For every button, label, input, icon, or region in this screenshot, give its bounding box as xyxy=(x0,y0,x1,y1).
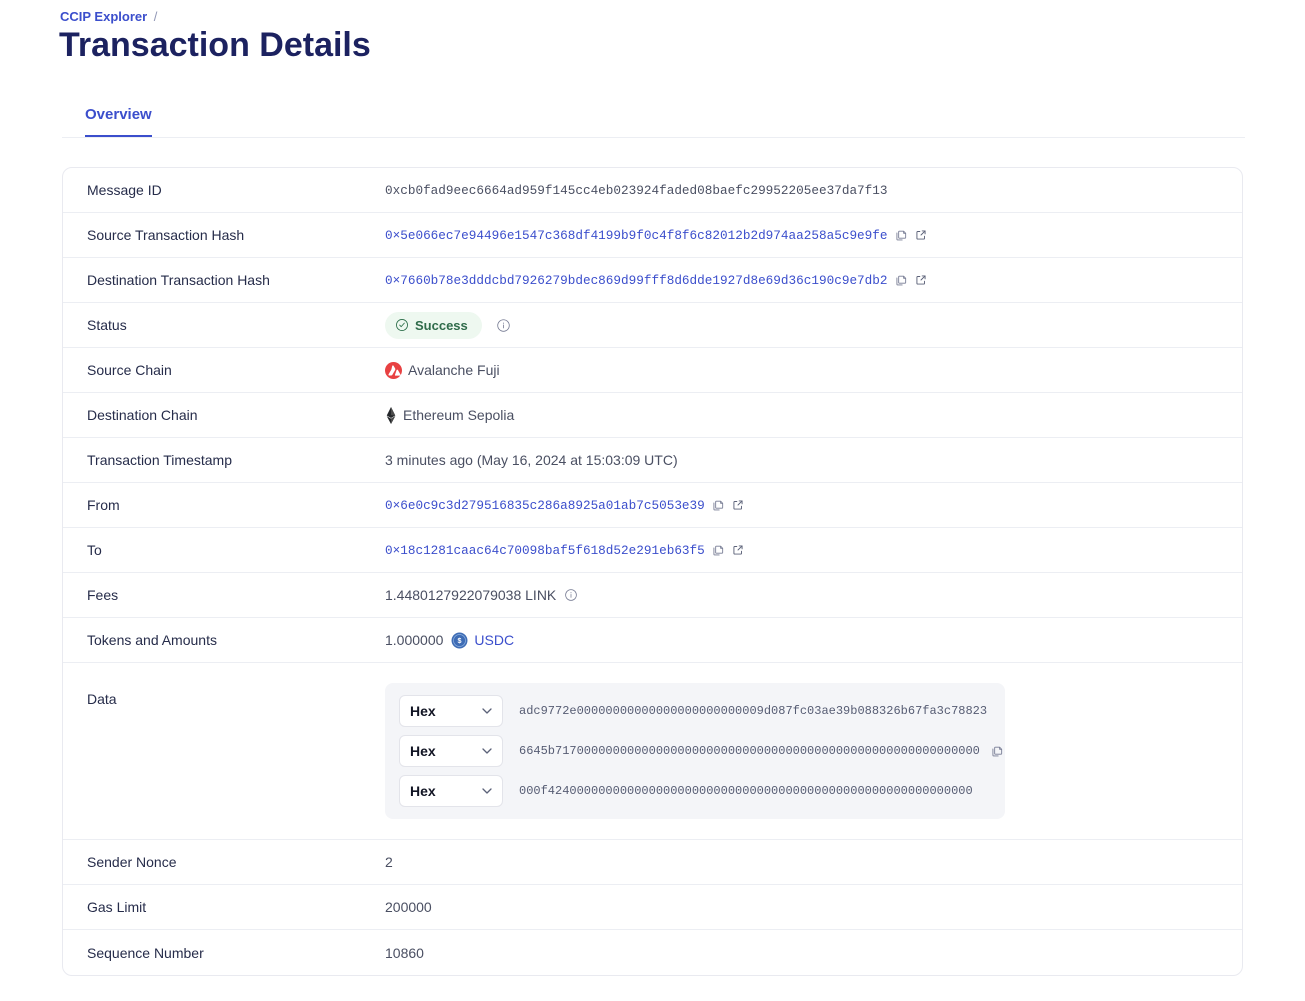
svg-text:$: $ xyxy=(458,637,462,645)
